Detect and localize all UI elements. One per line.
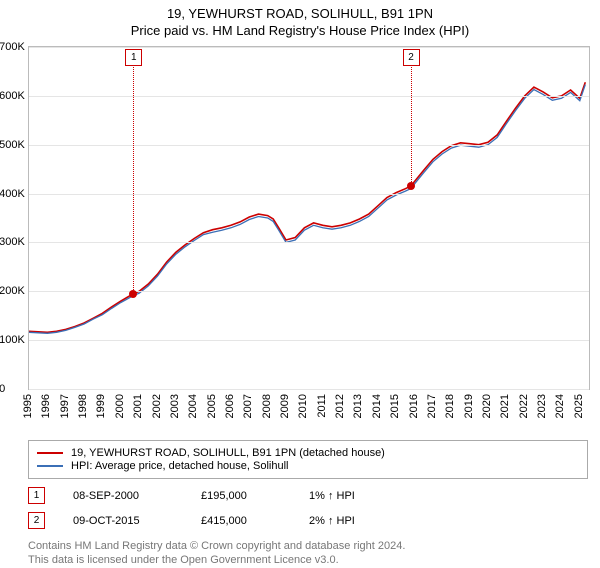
sales-list: 1 08-SEP-2000 £195,000 1% ↑ HPI 2 09-OCT-2015…	[0, 487, 600, 529]
sale-price: £415,000	[201, 515, 281, 527]
title-line-1: 19, YEWHURST ROAD, SOLIHULL, B91 1PN	[0, 6, 600, 21]
x-axis-label: 1996	[40, 394, 52, 418]
x-axis-label: 1998	[77, 394, 89, 418]
x-axis-label: 2017	[426, 394, 438, 418]
x-axis-label: 2009	[279, 394, 291, 418]
x-axis-label: 2003	[169, 394, 181, 418]
x-axis-label: 2004	[187, 394, 199, 418]
x-axis-label: 2021	[499, 394, 511, 418]
footer-text: Contains HM Land Registry data © Crown c…	[28, 539, 600, 568]
y-axis-label: £100K	[0, 334, 25, 346]
sale-marker-box: 1	[125, 49, 142, 66]
legend-swatch-property	[37, 452, 63, 454]
x-axis-label: 2018	[444, 394, 456, 418]
sale-price: £195,000	[201, 490, 281, 502]
legend-label-property: 19, YEWHURST ROAD, SOLIHULL, B91 1PN (de…	[71, 447, 385, 459]
sale-marker-dot	[129, 290, 137, 298]
x-axis-label: 2014	[371, 394, 383, 418]
x-axis-label: 2005	[206, 394, 218, 418]
x-axis-label: 2010	[297, 394, 309, 418]
x-axis-label: 1995	[22, 394, 34, 418]
y-axis-label: £600K	[0, 90, 25, 102]
x-axis-label: 2008	[261, 394, 273, 418]
chart-titles: 19, YEWHURST ROAD, SOLIHULL, B91 1PN Pri…	[0, 0, 600, 40]
x-axis-labels: 1995199619971998199920002001200220032004…	[28, 390, 588, 436]
x-axis-label: 1997	[59, 394, 71, 418]
x-axis-label: 2024	[554, 394, 566, 418]
legend-row-property: 19, YEWHURST ROAD, SOLIHULL, B91 1PN (de…	[37, 447, 579, 459]
legend-row-hpi: HPI: Average price, detached house, Soli…	[37, 460, 579, 472]
x-axis-label: 2006	[224, 394, 236, 418]
x-axis-label: 2012	[334, 394, 346, 418]
chart-legend: 19, YEWHURST ROAD, SOLIHULL, B91 1PN (de…	[28, 440, 588, 479]
x-axis-label: 2022	[518, 394, 530, 418]
y-axis-label: £500K	[0, 139, 25, 151]
legend-label-hpi: HPI: Average price, detached house, Soli…	[71, 460, 289, 472]
x-axis-label: 2023	[536, 394, 548, 418]
x-axis-label: 2000	[114, 394, 126, 418]
x-axis-label: 2001	[132, 394, 144, 418]
x-axis-label: 2019	[463, 394, 475, 418]
sale-marker-dot	[407, 182, 415, 190]
x-axis-label: 1999	[95, 394, 107, 418]
x-axis-label: 2016	[408, 394, 420, 418]
sale-marker-box: 2	[403, 49, 420, 66]
chart-plot	[29, 47, 589, 389]
y-axis-label: £0	[0, 383, 5, 395]
footer-line-2: This data is licensed under the Open Gov…	[28, 553, 600, 567]
sale-date: 08-SEP-2000	[73, 490, 173, 502]
legend-swatch-hpi	[37, 465, 63, 467]
price-chart: £0£100K£200K£300K£400K£500K£600K£700K12	[28, 46, 590, 390]
x-axis-label: 2011	[316, 394, 328, 418]
sale-hpi-delta: 1% ↑ HPI	[309, 490, 355, 502]
sale-row: 1 08-SEP-2000 £195,000 1% ↑ HPI	[28, 487, 600, 504]
sale-number-box: 2	[28, 512, 45, 529]
y-axis-label: £400K	[0, 188, 25, 200]
sale-row: 2 09-OCT-2015 £415,000 2% ↑ HPI	[28, 512, 600, 529]
x-axis-label: 2013	[352, 394, 364, 418]
y-axis-label: £300K	[0, 236, 25, 248]
sale-number-box: 1	[28, 487, 45, 504]
title-line-2: Price paid vs. HM Land Registry's House …	[0, 23, 600, 38]
y-axis-label: £700K	[0, 41, 25, 53]
footer-line-1: Contains HM Land Registry data © Crown c…	[28, 539, 600, 553]
x-axis-label: 2015	[389, 394, 401, 418]
x-axis-label: 2002	[151, 394, 163, 418]
x-axis-label: 2020	[481, 394, 493, 418]
x-axis-label: 2007	[242, 394, 254, 418]
x-axis-label: 2025	[573, 394, 585, 418]
y-axis-label: £200K	[0, 285, 25, 297]
sale-hpi-delta: 2% ↑ HPI	[309, 515, 355, 527]
sale-date: 09-OCT-2015	[73, 515, 173, 527]
